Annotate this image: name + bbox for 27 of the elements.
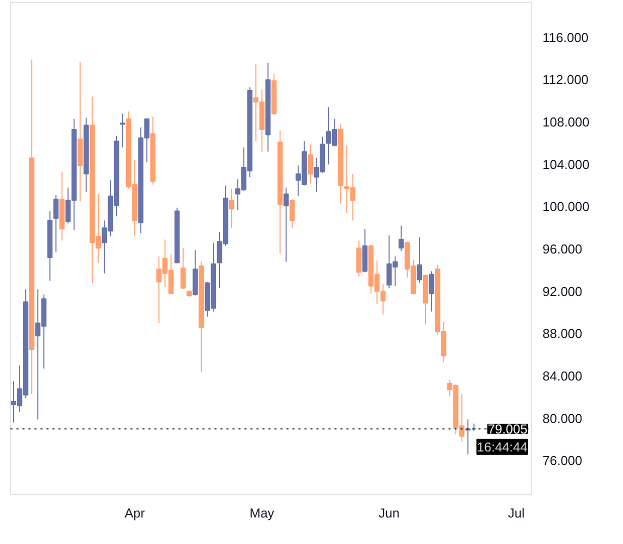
y-tick-label: 116.000: [542, 30, 589, 45]
candlestick: [428, 270, 434, 312]
y-tick-label: 108.000: [542, 114, 590, 130]
annotation: 16:44:44: [476, 439, 528, 454]
x-tick-label: Apr: [124, 506, 146, 520]
ref-line-label: 79.005: [488, 421, 528, 436]
y-tick-label: 100.000: [542, 199, 590, 214]
candlestick: [229, 188, 234, 228]
candlestick: [290, 198, 295, 228]
candlestick: [284, 187, 289, 262]
y-tick-label: 112.000: [542, 72, 589, 88]
y-tick-label: 80.000: [542, 410, 582, 426]
candlestick: [308, 144, 313, 184]
y-tick-label: 84.000: [542, 368, 582, 384]
candlestick: [398, 225, 404, 252]
y-tick-label: 92.000: [542, 284, 582, 299]
candlestick: [53, 194, 59, 253]
x-tick-label: Jul: [508, 506, 525, 520]
y-tick-label: 104.000: [542, 156, 590, 172]
x-tick-label: Jun: [378, 506, 400, 520]
y-tick-label: 88.000: [542, 326, 582, 342]
candlestick: [416, 236, 422, 284]
x-tick-label: May: [250, 506, 275, 520]
y-tick-label: 96.000: [542, 242, 582, 257]
candlestick: [120, 113, 126, 148]
y-tick-label: 76.000: [542, 453, 582, 468]
candlestick: [180, 247, 186, 290]
